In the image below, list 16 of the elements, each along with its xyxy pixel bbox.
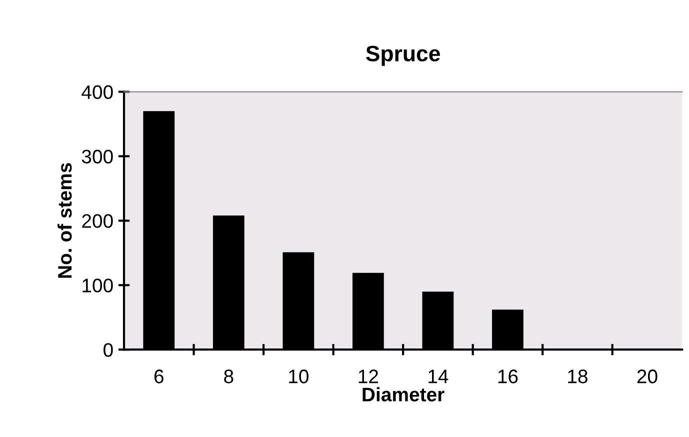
x-tick-label: 8 [224,370,234,384]
y-tick-label: 300 [82,150,113,164]
x-tick-label: 10 [289,370,308,384]
x-tick-label: 6 [154,370,164,384]
y-tick-label: 200 [82,214,113,228]
y-tick-label: 100 [82,278,113,292]
y-axis-title: No. of stems [57,163,72,278]
x-tick-label: 20 [637,370,658,384]
y-tick-label: 0 [104,343,113,357]
chart-title: Spruce [366,46,440,66]
y-tick-label: 400 [82,85,113,100]
x-axis-title: Diameter [362,387,444,402]
x-tick-label: 12 [358,370,378,384]
x-tick-label: 18 [568,370,588,384]
x-tick-label: 16 [498,370,518,384]
x-tick-label: 14 [428,370,448,384]
